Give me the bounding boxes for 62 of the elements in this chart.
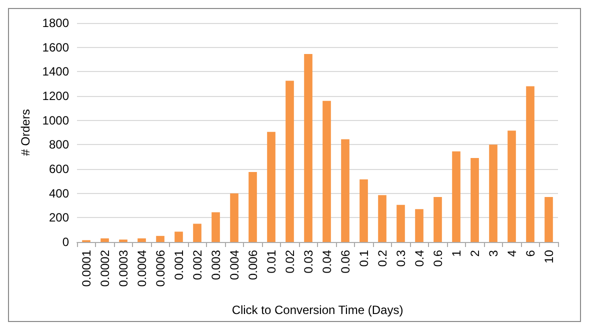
- bar: [286, 80, 294, 242]
- x-tick-label: 0.0001: [79, 250, 94, 287]
- y-axis-title: # Orders: [18, 109, 32, 156]
- y-tick-label: 600: [48, 162, 70, 176]
- x-tick-label: 1: [449, 250, 464, 257]
- x-tick-label: 0.04: [320, 250, 334, 274]
- bar: [100, 238, 109, 242]
- x-tick-label: 2: [468, 250, 482, 257]
- y-tick-label: 1000: [42, 113, 70, 128]
- bar: [341, 139, 350, 242]
- bar: [304, 54, 312, 242]
- x-axis-title: Click to Conversion Time (Days): [232, 303, 404, 317]
- y-tick-label: 1800: [42, 16, 70, 30]
- y-tick-label: 1600: [42, 40, 70, 54]
- bar: [470, 158, 479, 242]
- x-tick-label: 0.02: [282, 250, 297, 274]
- x-tick-label: 0.06: [338, 250, 352, 274]
- bar: [230, 193, 238, 242]
- bar: [248, 172, 257, 242]
- bar: [544, 196, 553, 242]
- x-tick-label: 0.0002: [98, 250, 112, 287]
- bar: [378, 195, 386, 242]
- x-tick-label: 0.0003: [116, 250, 130, 287]
- bar: [193, 224, 202, 242]
- bar: [415, 209, 424, 242]
- x-tick-label: 0.0006: [153, 250, 168, 287]
- y-tick-label: 0: [62, 235, 70, 249]
- bar: [174, 232, 183, 242]
- bar: [452, 151, 460, 242]
- bar: [360, 179, 368, 242]
- x-tick-label: 0.0004: [134, 250, 149, 287]
- bar: [396, 204, 405, 242]
- x-tick-label: 0.001: [172, 250, 186, 280]
- bar: [212, 212, 220, 242]
- bar: [322, 100, 331, 242]
- x-tick-label: 0.1: [356, 250, 371, 267]
- y-tick-label: 1400: [42, 64, 70, 79]
- x-tick-label: 0.4: [412, 250, 426, 267]
- x-tick-label: 0.006: [246, 250, 260, 280]
- bar: [138, 238, 146, 242]
- x-tick-label: 3: [486, 250, 500, 257]
- y-tick-label: 200: [48, 210, 70, 225]
- y-tick-label: 800: [48, 138, 70, 152]
- x-tick-label: 4: [504, 250, 519, 257]
- x-tick-label: 0.3: [394, 250, 408, 267]
- x-tick-label: 0.2: [375, 250, 390, 267]
- bar: [526, 86, 534, 242]
- y-tick-label: 400: [48, 186, 70, 200]
- x-tick-label: 6: [523, 250, 538, 257]
- x-tick-label: 0.002: [190, 250, 204, 280]
- bar: [156, 236, 164, 242]
- bar: [434, 196, 442, 242]
- x-tick-label: 0.03: [301, 250, 316, 274]
- bar: [267, 132, 276, 242]
- x-tick-label: 0.6: [430, 250, 445, 267]
- bar: [489, 144, 498, 242]
- x-tick-label: 0.003: [208, 250, 223, 280]
- x-tick-label: 0.01: [264, 250, 278, 274]
- y-tick-label: 1200: [42, 89, 70, 103]
- bar: [508, 130, 516, 242]
- x-tick-label: 10: [542, 250, 556, 264]
- x-tick-label: 0.004: [227, 250, 242, 280]
